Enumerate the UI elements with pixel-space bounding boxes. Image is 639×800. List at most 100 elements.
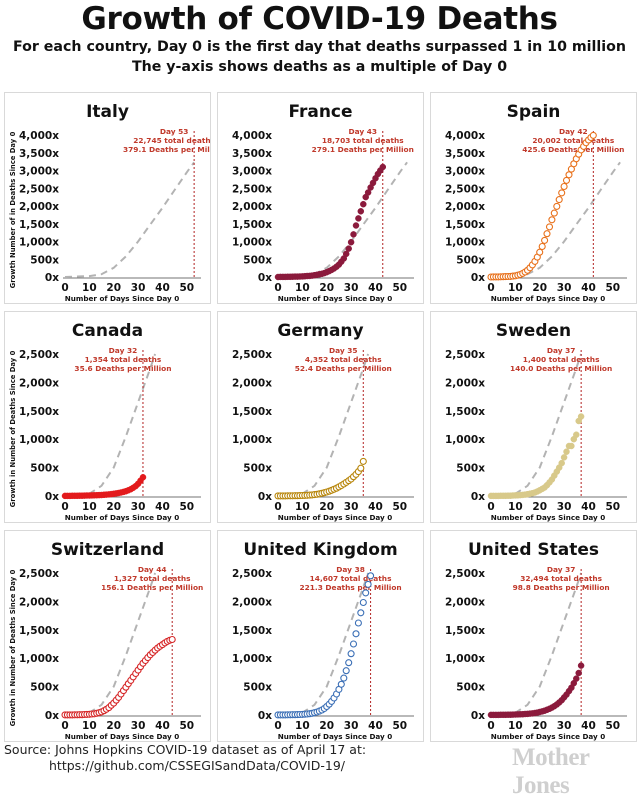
data-point bbox=[589, 131, 597, 139]
data-point bbox=[337, 680, 345, 688]
x-tick-label: 10 bbox=[82, 720, 97, 732]
annotation-line: Day 38 bbox=[336, 565, 365, 574]
y-tick-label: 2,000x bbox=[445, 201, 485, 213]
data-point bbox=[558, 459, 565, 467]
annotation-line: 4,352 total deaths bbox=[305, 355, 382, 364]
y-tick-label: 2,000x bbox=[19, 596, 59, 608]
data-point bbox=[352, 630, 360, 638]
x-axis-label: Number of Days Since Day 0 bbox=[278, 732, 393, 741]
annotation-line: Day 44 bbox=[138, 565, 167, 574]
y-tick-label: 1,500x bbox=[445, 406, 485, 418]
x-tick-label: 0 bbox=[487, 720, 494, 732]
y-tick-label: 3,000x bbox=[445, 166, 485, 178]
data-point bbox=[359, 598, 367, 607]
chart-panel-france: France 0x 500x 1,000x 1,500x 2,000x 2,500x 3,00… bbox=[217, 92, 424, 304]
x-tick-label: 0 bbox=[274, 282, 281, 294]
data-point bbox=[357, 464, 365, 472]
source-line-1: Source: Johns Hopkins COVID-19 dataset a… bbox=[4, 742, 367, 757]
chart-panel-spain: Spain 0x 500x 1,000x 1,500x 2,000x 2,500x 3,000… bbox=[430, 92, 637, 304]
source-note: Source: Johns Hopkins COVID-19 dataset a… bbox=[4, 742, 366, 773]
chart-svg-spain: Spain 0x 500x 1,000x 1,500x 2,000x 2,500x 3,000… bbox=[445, 102, 627, 303]
x-tick-label: 40 bbox=[581, 501, 596, 513]
data-point bbox=[347, 238, 355, 246]
chart-svg-germany: Germany 0x 500x 1,000x 1,500x 2,000x 2,500x 0 10… bbox=[232, 321, 414, 522]
annotation-line: 1,400 total deaths bbox=[523, 355, 600, 364]
y-tick-label: 2,000x bbox=[445, 377, 485, 389]
x-tick-label: 40 bbox=[581, 282, 596, 294]
chart-title: United Kingdom bbox=[243, 540, 397, 560]
data-point bbox=[340, 674, 348, 682]
y-tick-label: 1,500x bbox=[445, 219, 485, 231]
x-tick-label: 50 bbox=[180, 282, 195, 294]
y-tick-label: 500x bbox=[456, 254, 485, 266]
data-point bbox=[558, 189, 566, 197]
y-tick-label: 1,500x bbox=[19, 406, 59, 418]
y-tick-label: 4,000x bbox=[445, 130, 485, 142]
annotation-line: 140.0 Deaths per Million bbox=[510, 364, 612, 373]
y-tick-label: 2,000x bbox=[232, 596, 272, 608]
y-tick-label: 2,500x bbox=[232, 183, 272, 195]
page-title: Growth of COVID-19 Deaths bbox=[81, 1, 558, 37]
y-tick-label: 0x bbox=[258, 491, 272, 503]
page-subtitle-1: For each country, Day 0 is the first day… bbox=[13, 39, 626, 55]
data-point bbox=[575, 669, 582, 677]
y-tick-label: 2,000x bbox=[19, 377, 59, 389]
data-point bbox=[548, 216, 556, 224]
data-point bbox=[357, 208, 365, 215]
y-tick-label: 1,000x bbox=[445, 237, 485, 249]
y-tick-label: 0x bbox=[45, 491, 59, 503]
y-tick-label: 1,000x bbox=[19, 653, 59, 665]
y-tick-label: 3,500x bbox=[19, 148, 59, 160]
x-axis-label: Number of Days Since Day 0 bbox=[491, 294, 606, 303]
data-point bbox=[354, 619, 362, 627]
y-tick-label: 500x bbox=[456, 463, 485, 475]
y-tick-label: 1,000x bbox=[445, 434, 485, 446]
x-tick-label: 20 bbox=[532, 501, 547, 513]
x-tick-label: 10 bbox=[295, 501, 310, 513]
annotation-line: 20,002 total deaths bbox=[532, 136, 614, 145]
data-point bbox=[349, 640, 358, 648]
chart-title: Sweden bbox=[496, 321, 571, 341]
x-tick-label: 30 bbox=[131, 720, 146, 732]
chart-title: France bbox=[288, 102, 352, 122]
x-tick-label: 20 bbox=[319, 720, 334, 732]
y-tick-label: 1,000x bbox=[232, 237, 272, 249]
chart-svg-united-kingdom: United Kingdom 0x 500x 1,000x 1,500x 2,000x 2,… bbox=[232, 540, 414, 741]
data-point bbox=[345, 245, 352, 252]
x-tick-label: 50 bbox=[180, 720, 195, 732]
data-point bbox=[538, 242, 546, 251]
y-tick-label: 500x bbox=[243, 463, 272, 475]
data-point bbox=[168, 635, 176, 644]
data-point bbox=[355, 215, 362, 222]
annotation-line: 279.1 Deaths per Million bbox=[312, 145, 414, 154]
data-point bbox=[357, 609, 365, 617]
annotation-line: 156.1 Deaths per Million bbox=[101, 583, 203, 592]
y-tick-label: 1,500x bbox=[19, 219, 59, 231]
reference-curve bbox=[490, 353, 583, 497]
y-tick-label: 3,000x bbox=[19, 166, 59, 178]
y-tick-label: 1,500x bbox=[232, 625, 272, 637]
chart-panel-italy: Italy 0x 500x 1,000x 1,500x 2,000x 2,500x 3,000… bbox=[4, 92, 211, 304]
chart-svg-canada: Canada 0x 500x 1,000x 1,500x 2,000x 2,500x 0 10 2… bbox=[9, 321, 201, 522]
x-axis-label: Number of Days Since Day 0 bbox=[491, 513, 606, 522]
x-tick-label: 10 bbox=[82, 501, 97, 513]
annotation-line: 32,494 total deaths bbox=[520, 574, 602, 583]
x-tick-label: 50 bbox=[606, 282, 621, 294]
chart-title: Germany bbox=[277, 321, 363, 341]
annotation-line: Day 37 bbox=[547, 346, 576, 355]
chart-title: Switzerland bbox=[51, 540, 164, 560]
annotation-line: 425.6 Deaths per Million bbox=[522, 145, 624, 154]
chart-title: Italy bbox=[86, 102, 129, 122]
y-tick-label: 1,500x bbox=[232, 406, 272, 418]
data-point bbox=[360, 200, 367, 208]
y-tick-label: 1,000x bbox=[19, 237, 59, 249]
data-point bbox=[342, 667, 350, 675]
x-tick-label: 30 bbox=[344, 501, 359, 513]
y-tick-label: 2,500x bbox=[19, 568, 59, 580]
x-tick-label: 0 bbox=[274, 501, 281, 513]
chart-panel-germany: Germany 0x 500x 1,000x 1,500x 2,000x 2,500x 0 10… bbox=[217, 311, 424, 523]
y-tick-label: 1,500x bbox=[19, 625, 59, 637]
source-link[interactable]: https://github.com/CSSEGISandData/COVID-… bbox=[49, 757, 345, 773]
annotation-line: Day 32 bbox=[109, 346, 138, 355]
y-tick-label: 2,000x bbox=[445, 596, 485, 608]
